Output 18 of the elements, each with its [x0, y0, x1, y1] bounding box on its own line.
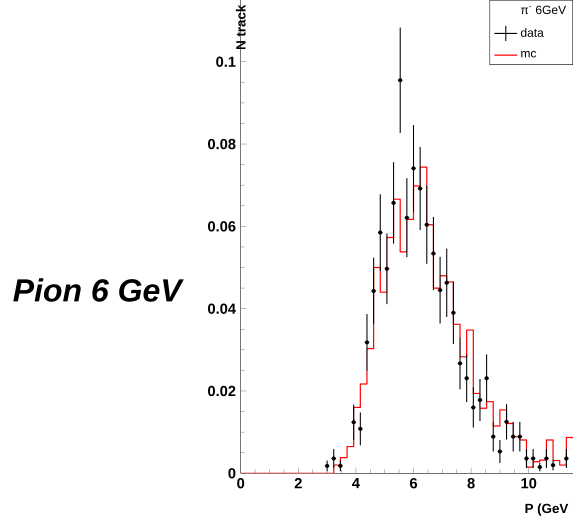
- y-tick-label: 0.1: [216, 56, 236, 67]
- y-tick-label: 0.02: [208, 386, 236, 396]
- y-tick-label: 0.06: [208, 221, 236, 232]
- text: Pion 6 GeV: [13, 278, 184, 302]
- y-tick-label: 0.04: [208, 303, 236, 314]
- x-tick-label: 6: [410, 478, 418, 488]
- x-tick-label: 2: [294, 478, 302, 488]
- legend-title: π$^{-}$ 6GeV: [520, 6, 566, 14]
- x-tick-label: 8: [467, 478, 475, 488]
- y-tick-label: 0: [228, 468, 236, 478]
- y-tick-label: 0.08: [208, 138, 236, 150]
- legend-label: mc: [521, 50, 536, 58]
- x-axis-title: P (GeV: [525, 503, 568, 516]
- y-axis-title: N track: [236, 4, 246, 50]
- x-tick-label: 10: [521, 478, 536, 488]
- x-tick-label: 4: [352, 478, 360, 488]
- legend-label: data: [520, 28, 544, 37]
- x-tick-label: 0: [237, 478, 244, 488]
